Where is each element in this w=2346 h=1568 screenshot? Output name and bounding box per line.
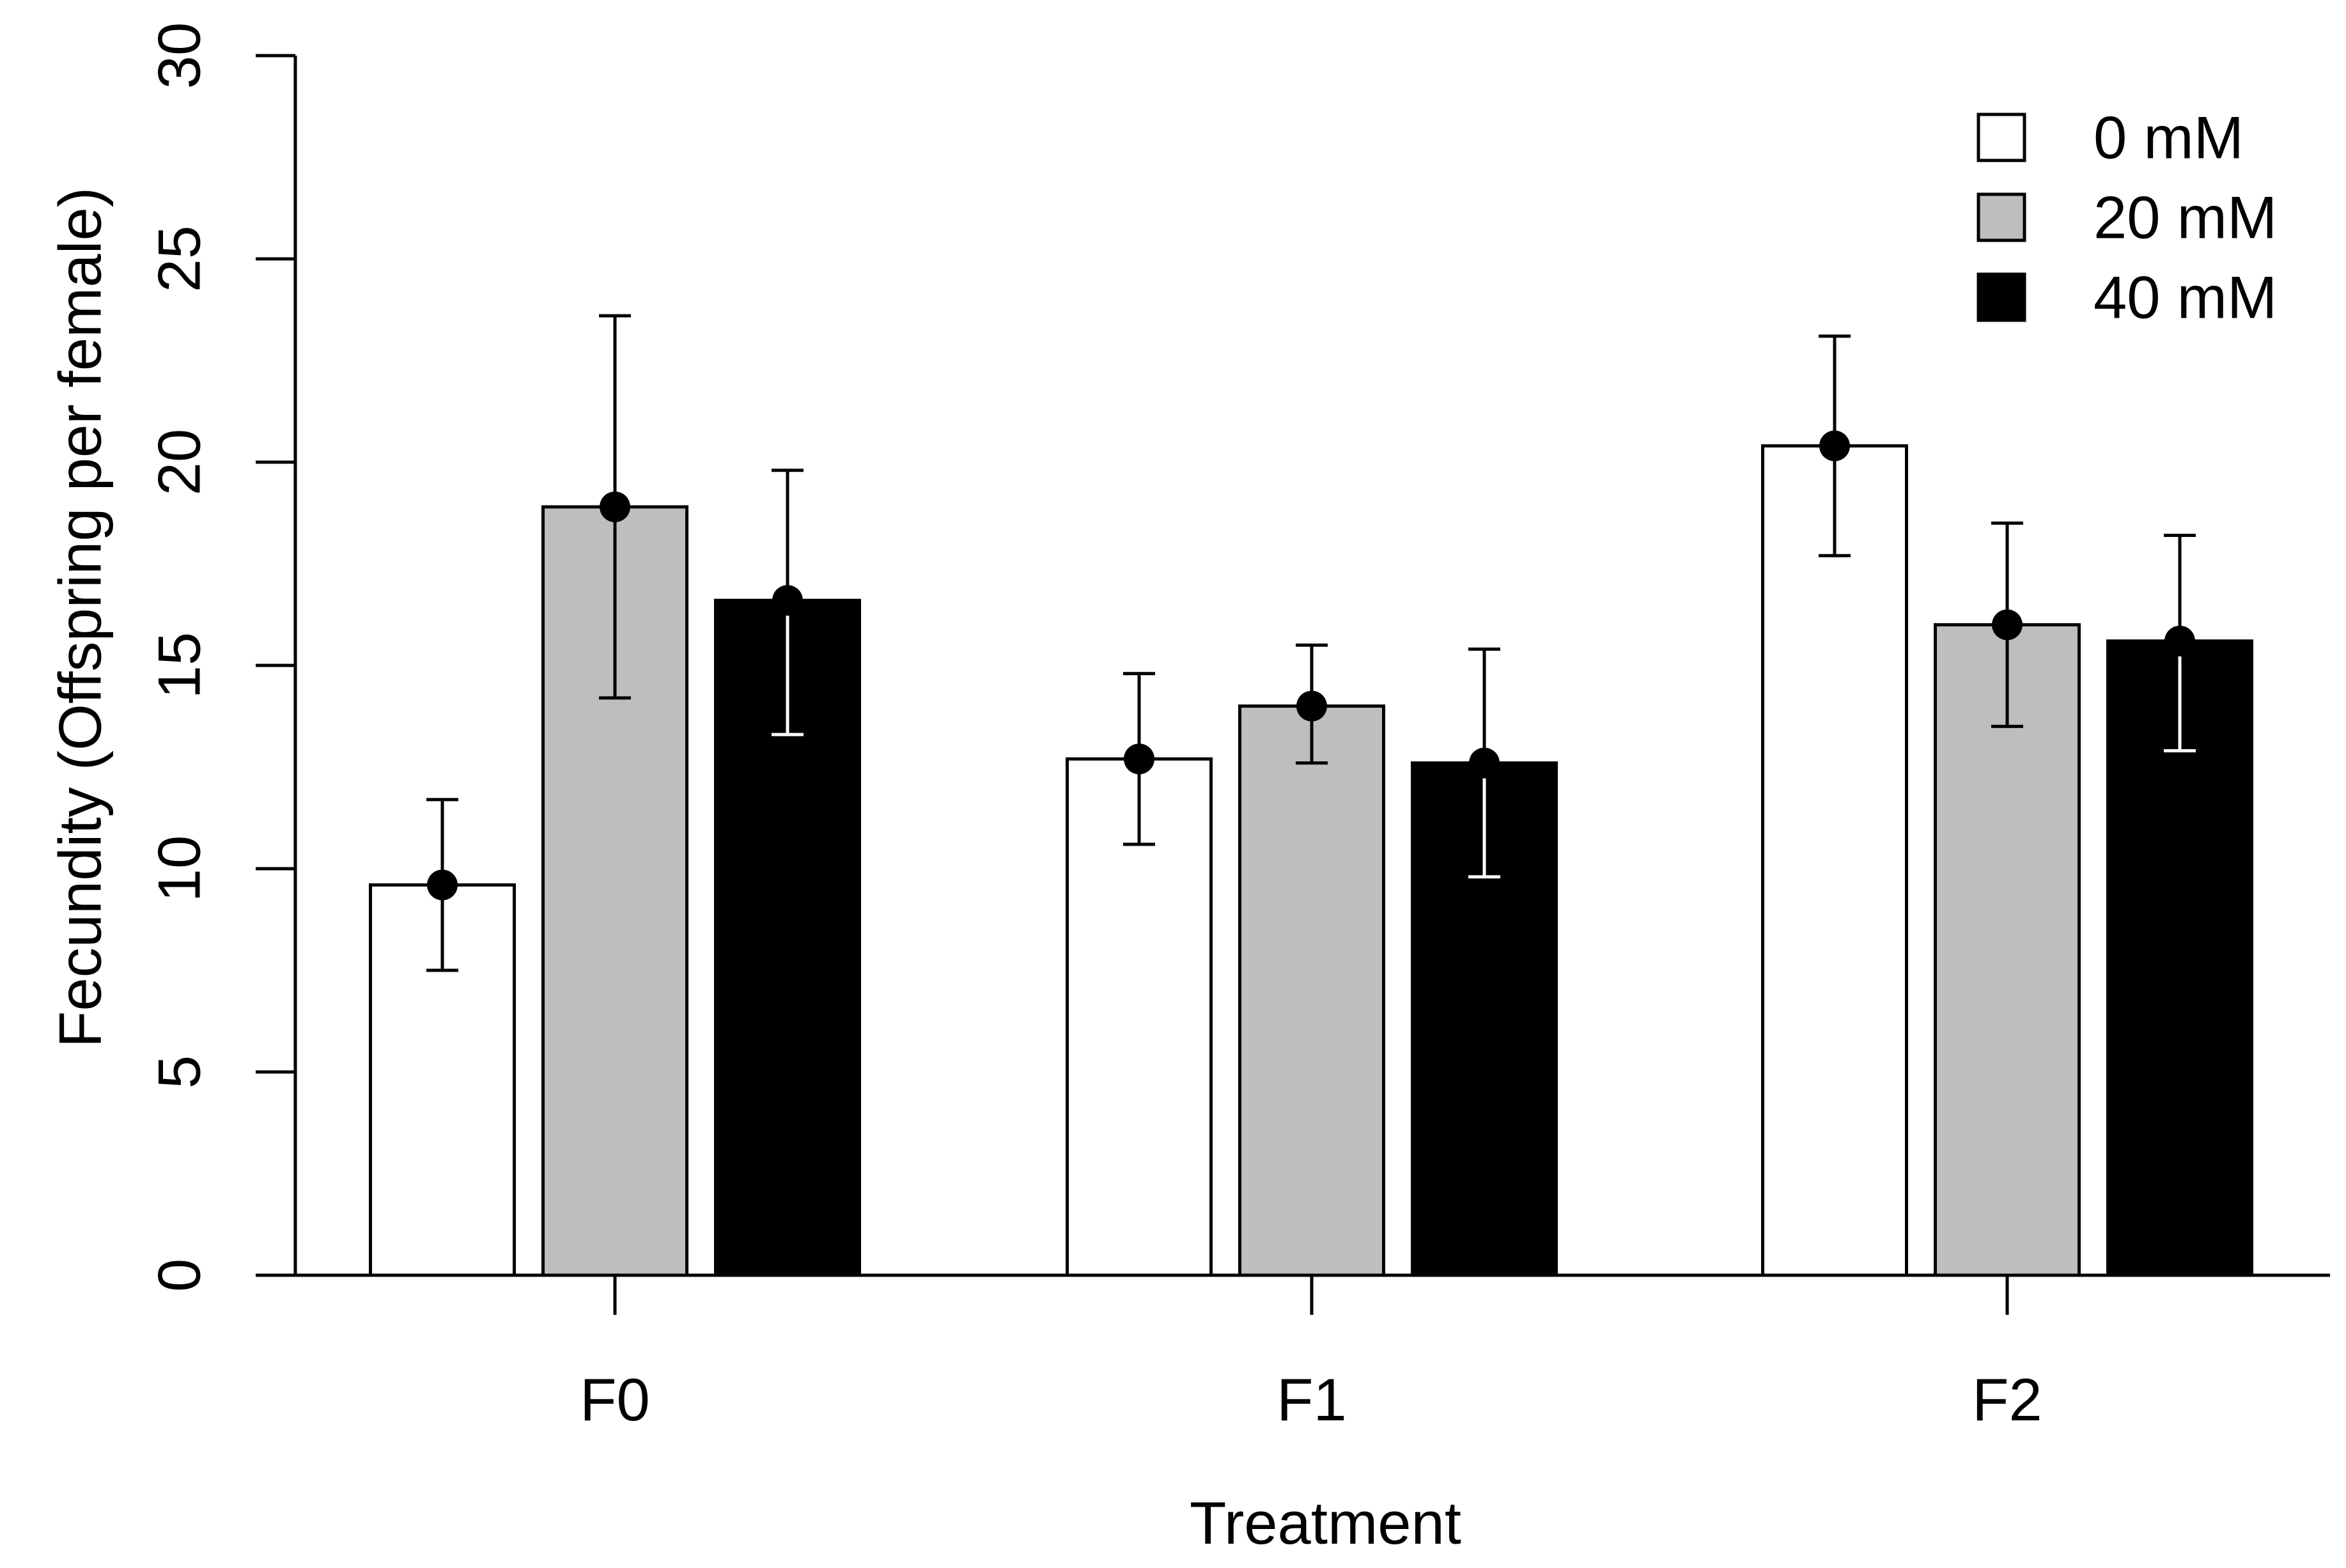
y-tick-label: 15 [146,632,213,699]
y-tick-label: 20 [146,429,213,496]
legend-label-20-mm: 20 mM [2094,184,2277,251]
y-axis-title: Fecundity (Offspring per female) [47,187,114,1048]
x-axis-title: Treatment [1190,1489,1461,1556]
mean-point-f1-0-mm [1124,743,1154,775]
legend-swatch-20-mm [1977,192,2026,242]
legend-swatch-0-mm [1977,113,2026,162]
y-tick-label: 5 [146,1055,213,1089]
mean-point-f0-20-mm [600,491,630,522]
legend-swatch-40-mm [1977,272,2026,322]
legend-label-0-mm: 0 mM [2094,104,2244,171]
y-tick-label: 0 [146,1259,213,1292]
mean-point-f2-40-mm [2164,625,2195,656]
x-tick-label-f1: F1 [1277,1366,1347,1433]
legend: 0 mM 20 mM 40 mM [1977,104,2277,331]
mean-point-f0-40-mm [772,585,803,616]
y-tick-label: 30 [146,22,213,89]
mean-point-f0-0-mm [427,869,458,901]
bar-f2-20-mm [1934,623,2081,1277]
y-tick-label: 25 [146,226,213,293]
legend-label-40-mm: 40 mM [2094,264,2277,331]
mean-point-f2-20-mm [1992,609,2023,640]
mean-point-f1-40-mm [1469,747,1500,779]
mean-point-f2-0-mm [1819,430,1850,462]
error-bars-layer [426,314,2196,972]
bars-layer [369,444,2253,1277]
mean-point-f1-20-mm [1296,690,1327,722]
y-tick-label: 10 [146,835,213,903]
x-tick-label-f0: F0 [580,1366,650,1433]
bar-f2-0-mm [1761,444,1908,1277]
bar-f1-20-mm [1238,704,1385,1277]
x-tick-label-f2: F2 [1972,1366,2042,1433]
x-ticks: F0 F1 F2 [580,1275,2042,1433]
y-ticks: 0 5 10 15 20 25 30 [146,22,295,1292]
